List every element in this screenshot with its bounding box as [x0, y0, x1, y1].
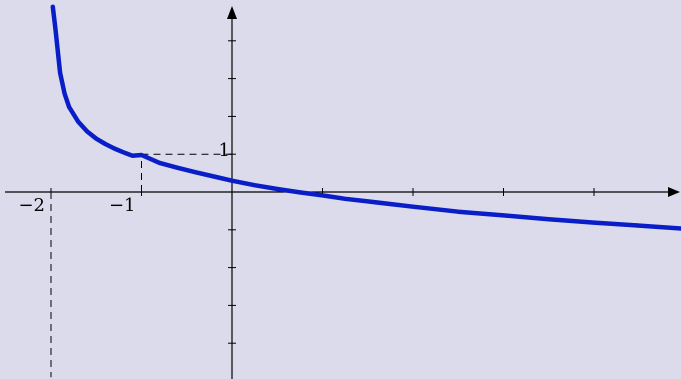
- ticks-layer: [50, 40, 595, 344]
- guides-layer: [50, 153, 232, 378]
- y-axis-arrowhead: [227, 6, 237, 19]
- tick-label-y-2: 1: [219, 140, 230, 161]
- tick-label-x-0: −2: [18, 195, 45, 216]
- x-axis-arrowhead: [668, 187, 680, 197]
- tick-label-x-1: −1: [109, 195, 136, 216]
- curve-layer: [50, 4, 681, 231]
- tick-labels-layer: −2 −1 1: [18, 140, 230, 216]
- series-line-0: [50, 4, 681, 231]
